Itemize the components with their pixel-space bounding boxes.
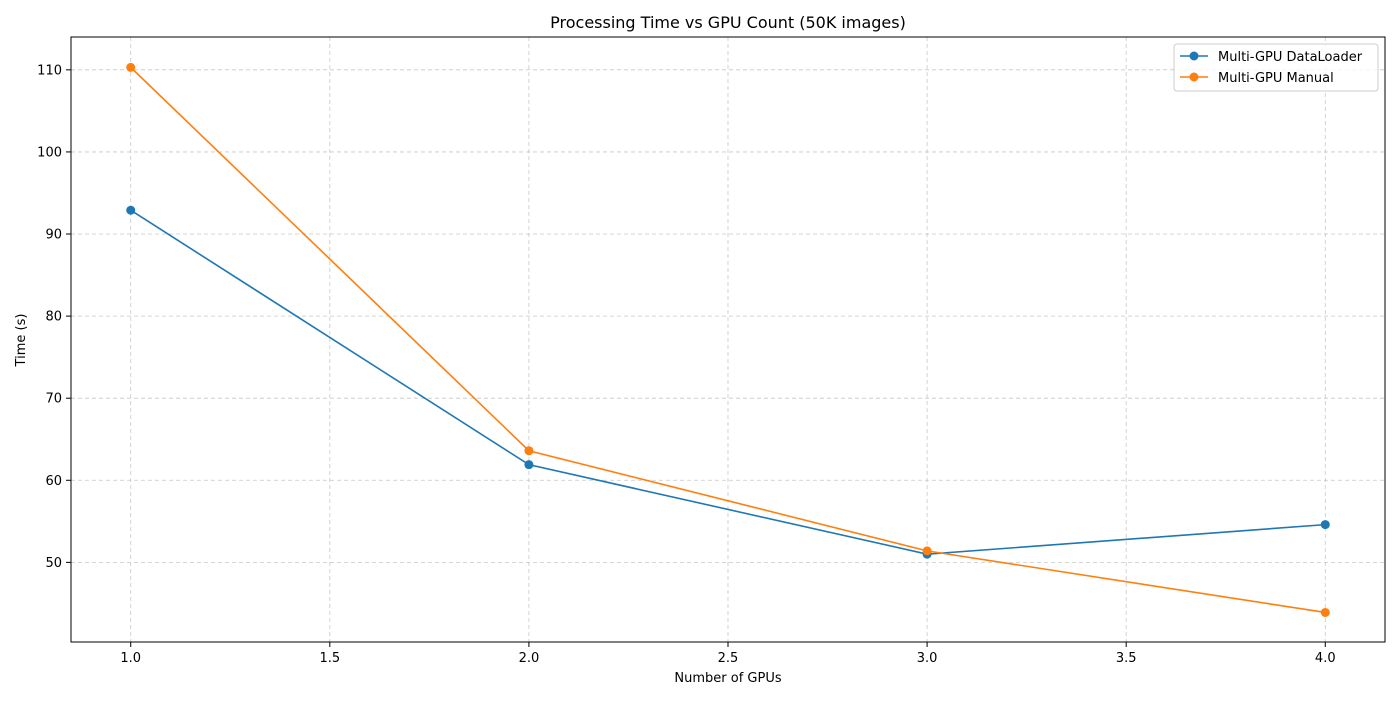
grid [71,37,1385,642]
y-tick-label: 50 [45,556,62,571]
legend-marker [1189,51,1199,61]
y-tick-label: 110 [37,63,62,78]
x-axis-label: Number of GPUs [674,671,781,686]
x-tick-label: 2.5 [718,651,739,666]
series-line [130,209,1326,555]
x-tick-label: 3.0 [917,651,938,666]
legend-label: Multi-GPU DataLoader [1218,50,1363,65]
x-tick-label: 4.0 [1315,651,1336,666]
x-axis: 1.0 1.5 2.0 2.5 3.0 3.5 4.0 [120,642,1336,666]
series-line [130,66,1326,614]
y-tick-label: 90 [45,228,62,243]
y-tick-label: 70 [45,392,62,407]
legend: Multi-GPU DataLoader Multi-GPU Manual [1173,43,1379,92]
data-point [1320,520,1330,530]
legend-box [1173,43,1379,92]
series-2 [126,62,1330,617]
y-axis-label: Time (s) [14,314,29,368]
x-tick-label: 2.0 [519,651,540,666]
series-layer [126,62,1330,617]
data-point [524,446,534,456]
chart-title: Processing Time vs GPU Count (50K images… [550,13,906,32]
legend-item: Multi-GPU Manual [1180,71,1334,86]
y-tick-label: 80 [45,310,62,325]
legend-marker [1189,72,1199,82]
data-point [524,460,534,470]
data-point [126,62,136,72]
data-point [126,205,136,215]
legend-label: Multi-GPU Manual [1218,71,1334,86]
y-axis: 50 60 70 80 90 100 110 [37,63,71,571]
data-point [922,546,932,556]
x-tick-label: 3.5 [1116,651,1137,666]
x-tick-label: 1.5 [319,651,340,666]
x-tick-label: 1.0 [120,651,141,666]
y-tick-label: 100 [37,145,62,160]
legend-item: Multi-GPU DataLoader [1180,50,1363,65]
y-tick-label: 60 [45,474,62,489]
data-point [1320,607,1330,617]
